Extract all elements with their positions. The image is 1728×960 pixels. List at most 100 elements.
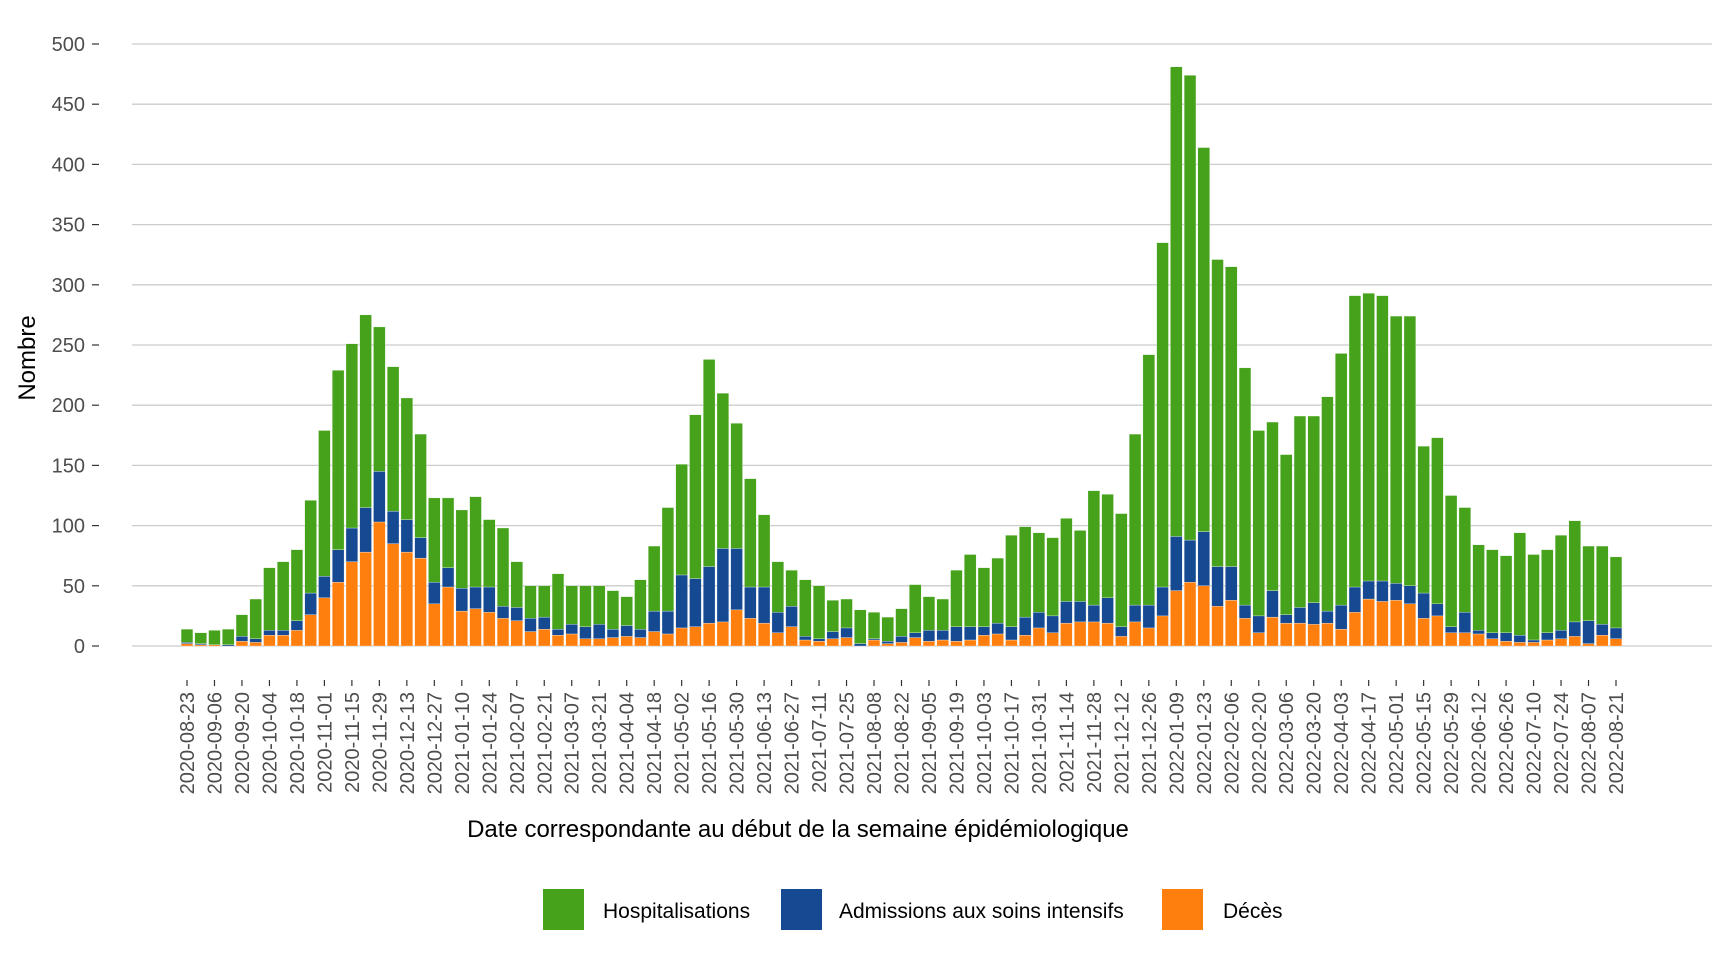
bar-segment <box>1554 535 1568 631</box>
bar-segment <box>1005 639 1018 647</box>
bar-segment <box>1293 607 1307 624</box>
x-tick-label: 2021-12-26 <box>1139 692 1161 794</box>
bar-segment <box>1005 626 1018 641</box>
bar-segment <box>675 574 688 629</box>
bar-segment <box>1362 293 1375 582</box>
bar-segment <box>387 366 400 512</box>
bar-segment <box>936 598 949 631</box>
bar-segment <box>648 631 661 647</box>
bar-segment <box>1335 628 1348 647</box>
bar-segment <box>538 628 551 647</box>
y-tick-label: 150 <box>52 455 85 477</box>
x-axis: 2020-08-23 2020-09-06 2020-09-20 2020-10-04… <box>177 680 1628 794</box>
x-tick-label: 2022-03-06 <box>1276 692 1298 794</box>
bar-segment <box>1609 638 1623 647</box>
bar-segment <box>1101 597 1114 624</box>
bar-segment <box>881 641 894 644</box>
bar-segment <box>840 598 853 629</box>
bar-segment <box>1335 604 1348 630</box>
bar-segment <box>964 554 977 627</box>
bar-segment <box>1458 632 1471 647</box>
bar-segment <box>1142 354 1155 606</box>
bar-segment <box>1472 544 1485 631</box>
bar-segment <box>620 596 633 626</box>
legend-label: Hospitalisations <box>603 900 750 923</box>
bar-segment <box>1060 601 1073 624</box>
bar-segment <box>551 635 565 647</box>
bar-segment <box>881 643 894 647</box>
bar-segment <box>1142 627 1155 647</box>
bar-segment <box>1541 639 1554 647</box>
x-tick-label: 2020-11-15 <box>342 692 364 793</box>
y-tick-label: 0 <box>74 636 85 658</box>
bar-segment <box>661 507 674 612</box>
x-tick-label: 2021-06-27 <box>782 692 804 794</box>
bar-segment <box>1609 556 1623 629</box>
x-tick-label: 2021-12-12 <box>1111 692 1133 794</box>
y-tick-label: 100 <box>52 516 85 538</box>
bar-segment <box>1252 632 1265 647</box>
y-tick-label: 250 <box>52 335 85 357</box>
bar-segment <box>785 570 798 607</box>
bar-segment <box>1417 592 1430 619</box>
x-tick-label: 2021-09-19 <box>947 692 969 794</box>
bar-segment <box>442 497 455 568</box>
bar-segment <box>414 537 427 559</box>
bar-segment <box>1225 566 1238 601</box>
bar-segment <box>1568 621 1581 637</box>
bar-segment <box>1390 315 1403 584</box>
bar-segment <box>1486 549 1499 633</box>
x-tick-label: 2021-05-30 <box>727 692 749 794</box>
bar-segment <box>785 606 798 627</box>
bar-segment <box>1417 445 1430 594</box>
x-tick-label: 2022-08-07 <box>1579 692 1601 794</box>
bar-segment <box>1115 636 1128 647</box>
bar-segment <box>1046 615 1059 633</box>
x-tick-label: 2021-09-05 <box>919 692 941 794</box>
bar-segment <box>661 610 674 635</box>
y-tick-label: 450 <box>52 94 85 116</box>
x-tick-label: 2021-10-17 <box>1001 692 1023 794</box>
x-tick-label: 2021-08-22 <box>892 692 914 794</box>
bar-segment <box>1019 635 1032 647</box>
bar-segment <box>1101 622 1114 647</box>
bar-segment <box>799 639 812 647</box>
bar-segment <box>579 626 592 639</box>
bar-segment <box>1486 632 1499 639</box>
bar-segment <box>620 625 633 637</box>
x-tick-label: 2021-04-18 <box>644 692 666 794</box>
y-axis: 0 50 100 150 200 250 300 350 400 450 500 <box>52 34 99 658</box>
y-tick-label: 300 <box>52 275 85 297</box>
bar-segment <box>895 608 908 637</box>
bar-segment <box>483 612 496 647</box>
bar-segment <box>304 614 317 647</box>
bar-segment <box>1307 602 1320 625</box>
bar-segment <box>771 561 784 613</box>
bar-segment <box>1321 396 1334 612</box>
bar-segment <box>1609 627 1623 639</box>
bar-segment <box>689 414 702 579</box>
bar-segment <box>1568 520 1581 623</box>
x-tick-label: 2021-01-10 <box>452 692 474 794</box>
bar-segment <box>442 567 455 588</box>
bar-segment <box>1445 495 1458 627</box>
bar-segment <box>496 527 510 607</box>
bar-segment <box>867 638 881 641</box>
x-tick-label: 2021-06-13 <box>754 692 776 794</box>
bar-segment <box>524 631 537 647</box>
bar-segment <box>1115 513 1128 627</box>
bar-segment <box>1362 580 1375 600</box>
bar-segment <box>1500 641 1513 647</box>
bar-segment <box>579 585 592 627</box>
bar-segment <box>235 614 249 637</box>
bar-segment <box>1280 454 1293 615</box>
bar-segment <box>1183 539 1197 583</box>
bar-segment <box>1458 612 1471 633</box>
bar-segment <box>977 567 991 627</box>
bar-segment <box>1472 630 1485 635</box>
bar-segment <box>1225 600 1238 647</box>
bar-segment <box>950 641 963 647</box>
bar-segment <box>1156 615 1169 647</box>
bar-segment <box>1060 518 1073 602</box>
legend-swatch <box>781 889 822 930</box>
